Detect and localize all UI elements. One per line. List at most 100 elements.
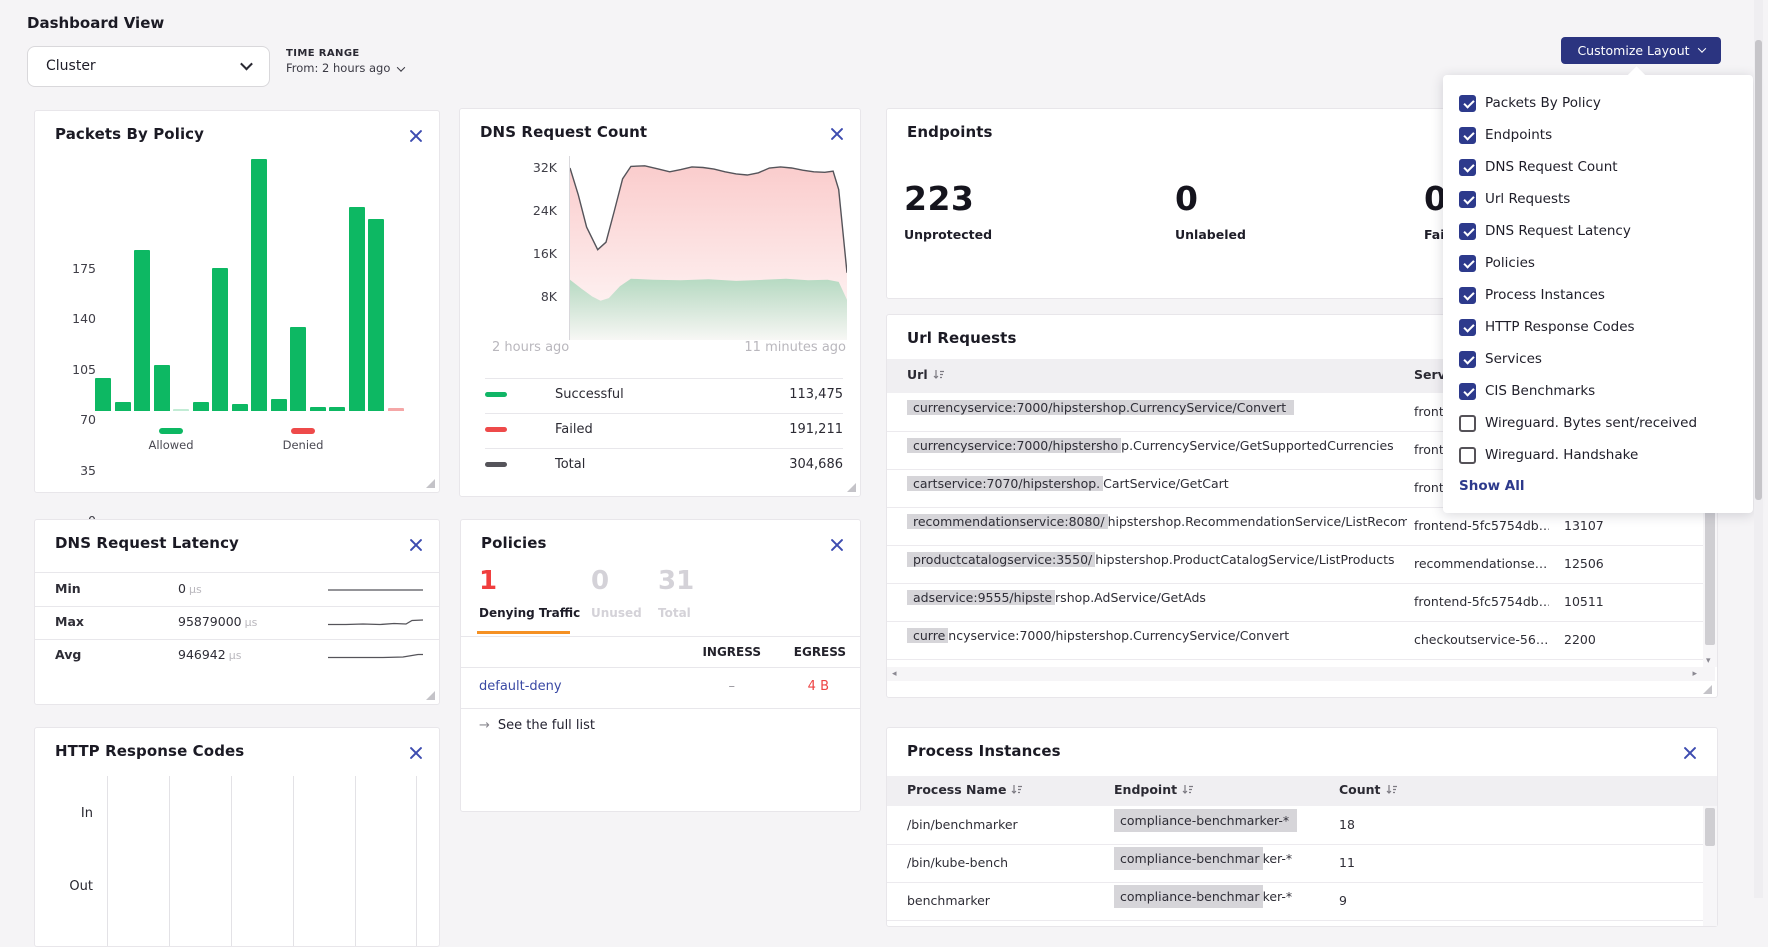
close-icon[interactable] <box>407 127 425 145</box>
checkbox-icon[interactable] <box>1459 127 1476 144</box>
view-select[interactable]: Cluster <box>27 46 270 87</box>
menu-item-process-instances[interactable]: Process Instances <box>1443 279 1753 311</box>
bar <box>329 407 345 411</box>
sort-icon <box>1011 784 1022 795</box>
card-title: Endpoints <box>907 123 993 141</box>
scroll-left-arrow-icon[interactable]: ◂ <box>892 669 897 679</box>
x-label-right: 11 minutes ago <box>706 340 846 355</box>
column-header-endpoint[interactable]: Endpoint <box>1114 782 1193 797</box>
close-icon[interactable] <box>407 536 425 554</box>
legend-value: 113,475 <box>789 387 843 402</box>
checkbox-icon[interactable] <box>1459 319 1476 336</box>
menu-item-http-response-codes[interactable]: HTTP Response Codes <box>1443 311 1753 343</box>
latency-value: 95879000 <box>178 614 242 629</box>
table-row[interactable]: /bin/benchmarker compliance-benchmarker-… <box>887 806 1717 845</box>
menu-item-endpoints[interactable]: Endpoints <box>1443 119 1753 151</box>
y-tick: 70 <box>59 412 96 427</box>
checkbox-icon[interactable] <box>1459 415 1476 432</box>
dns-request-latency-card: DNS Request Latency Min 0µs Max 95879000… <box>34 519 440 705</box>
menu-item-wireguard-bytes[interactable]: Wireguard. Bytes sent/received <box>1443 407 1753 439</box>
tab-unused[interactable]: 0 Unused <box>591 566 642 620</box>
sort-icon <box>1182 784 1193 795</box>
table-row[interactable]: benchmarker compliance-benchmarker-* 9 <box>887 882 1717 921</box>
latency-value: 946942 <box>178 647 226 662</box>
menu-item-cis-benchmarks[interactable]: CIS Benchmarks <box>1443 375 1753 407</box>
endpoint-highlight: compliance-benchmar <box>1114 885 1263 908</box>
menu-item-wireguard-handshake[interactable]: Wireguard. Handshake <box>1443 439 1753 471</box>
menu-item-dns-request-count[interactable]: DNS Request Count <box>1443 151 1753 183</box>
customize-layout-button[interactable]: Customize Layout <box>1561 37 1721 64</box>
menu-item-services[interactable]: Services <box>1443 343 1753 375</box>
column-header-count[interactable]: Count <box>1339 782 1397 797</box>
dashboard-page: { "page": {"title": "Dashboard View"}, "… <box>0 0 1768 898</box>
latency-unit: µs <box>229 649 242 662</box>
checkbox-icon[interactable] <box>1459 447 1476 464</box>
show-all-link[interactable]: Show All <box>1459 478 1524 494</box>
latency-row: Min 0µs <box>35 573 439 607</box>
resize-handle[interactable] <box>847 483 856 492</box>
scrollbar-thumb[interactable] <box>1755 40 1762 500</box>
x-label-left: 2 hours ago <box>492 340 569 355</box>
menu-item-dns-request-latency[interactable]: DNS Request Latency <box>1443 215 1753 247</box>
process-name-cell: benchmarker <box>907 893 990 908</box>
legend-value: 191,211 <box>789 422 843 437</box>
menu-item-policies[interactable]: Policies <box>1443 247 1753 279</box>
menu-item-url-requests[interactable]: Url Requests <box>1443 183 1753 215</box>
close-icon[interactable] <box>1681 744 1699 762</box>
scrollbar-thumb[interactable] <box>1705 808 1715 846</box>
tab-total[interactable]: 31 Total <box>658 566 694 620</box>
checkbox-icon[interactable] <box>1459 383 1476 400</box>
menu-item-packets-by-policy[interactable]: Packets By Policy <box>1443 87 1753 119</box>
time-range-label: TIME RANGE <box>286 48 360 59</box>
checkbox-icon[interactable] <box>1459 223 1476 240</box>
column-header-process-name[interactable]: Process Name <box>907 782 1022 797</box>
close-icon[interactable] <box>407 744 425 762</box>
table-header: Process Name Endpoint Count <box>887 776 1717 806</box>
denied-swatch-icon <box>291 428 315 434</box>
tab-value: 1 <box>479 566 580 596</box>
see-full-list-label: See the full list <box>498 718 595 733</box>
table-row[interactable]: adservice:9555/hipstershop.AdService/Get… <box>887 583 1717 622</box>
see-full-list-link[interactable]: →See the full list <box>479 718 595 733</box>
column-label: Process Name <box>907 782 1006 797</box>
customize-layout-menu: Packets By Policy Endpoints DNS Request … <box>1443 75 1753 513</box>
close-icon[interactable] <box>828 536 846 554</box>
close-icon[interactable] <box>828 125 846 143</box>
vertical-scrollbar[interactable] <box>1703 806 1717 926</box>
policies-table-header: INGRESS EGRESS <box>461 637 860 668</box>
legend-row: Failed 191,211 <box>485 414 843 448</box>
url-highlight: productcatalogservice:3550/ <box>907 552 1095 567</box>
page-scrollbar[interactable] <box>1754 0 1763 898</box>
checkbox-icon[interactable] <box>1459 287 1476 304</box>
checkbox-icon[interactable] <box>1459 255 1476 272</box>
resize-handle[interactable] <box>1703 685 1712 694</box>
scroll-down-arrow-icon[interactable]: ▾ <box>1706 656 1711 666</box>
policies-card: Policies 1 Denying Traffic 0 Unused 31 T… <box>460 519 861 812</box>
policy-name-link[interactable]: default-deny <box>479 679 562 694</box>
tab-denying-traffic[interactable]: 1 Denying Traffic <box>479 566 580 620</box>
checkbox-icon[interactable] <box>1459 351 1476 368</box>
table-row[interactable]: currencyservice:7000/hipstershop.Currenc… <box>887 621 1717 660</box>
tab-label: Total <box>658 606 694 620</box>
url-rest: hipstershop.RecommendationService/ListRe… <box>1108 514 1407 529</box>
bar <box>134 250 150 411</box>
table-row[interactable]: productcatalogservice:3550/hipstershop.P… <box>887 545 1717 584</box>
column-header-url[interactable]: Url <box>907 367 944 382</box>
menu-item-label: DNS Request Count <box>1485 159 1618 175</box>
horizontal-scrollbar[interactable]: ◂ ▸ <box>887 667 1715 681</box>
endpoint-rest: ker-* <box>1263 889 1293 904</box>
checkbox-icon[interactable] <box>1459 95 1476 112</box>
checkbox-icon[interactable] <box>1459 159 1476 176</box>
active-tab-underline <box>477 631 570 634</box>
bar <box>173 409 189 411</box>
page-title: Dashboard View <box>27 14 164 32</box>
checkbox-icon[interactable] <box>1459 191 1476 208</box>
table-row[interactable]: /bin/kube-bench compliance-benchmarker-*… <box>887 844 1717 883</box>
latency-row: Max 95879000µs <box>35 606 439 640</box>
policy-row: default-deny – 4 B <box>461 667 860 709</box>
time-range-control[interactable]: From: 2 hours ago <box>286 61 404 75</box>
scroll-right-arrow-icon[interactable]: ▸ <box>1692 669 1697 679</box>
bar <box>212 268 228 411</box>
resize-handle[interactable] <box>426 691 435 700</box>
resize-handle[interactable] <box>426 479 435 488</box>
